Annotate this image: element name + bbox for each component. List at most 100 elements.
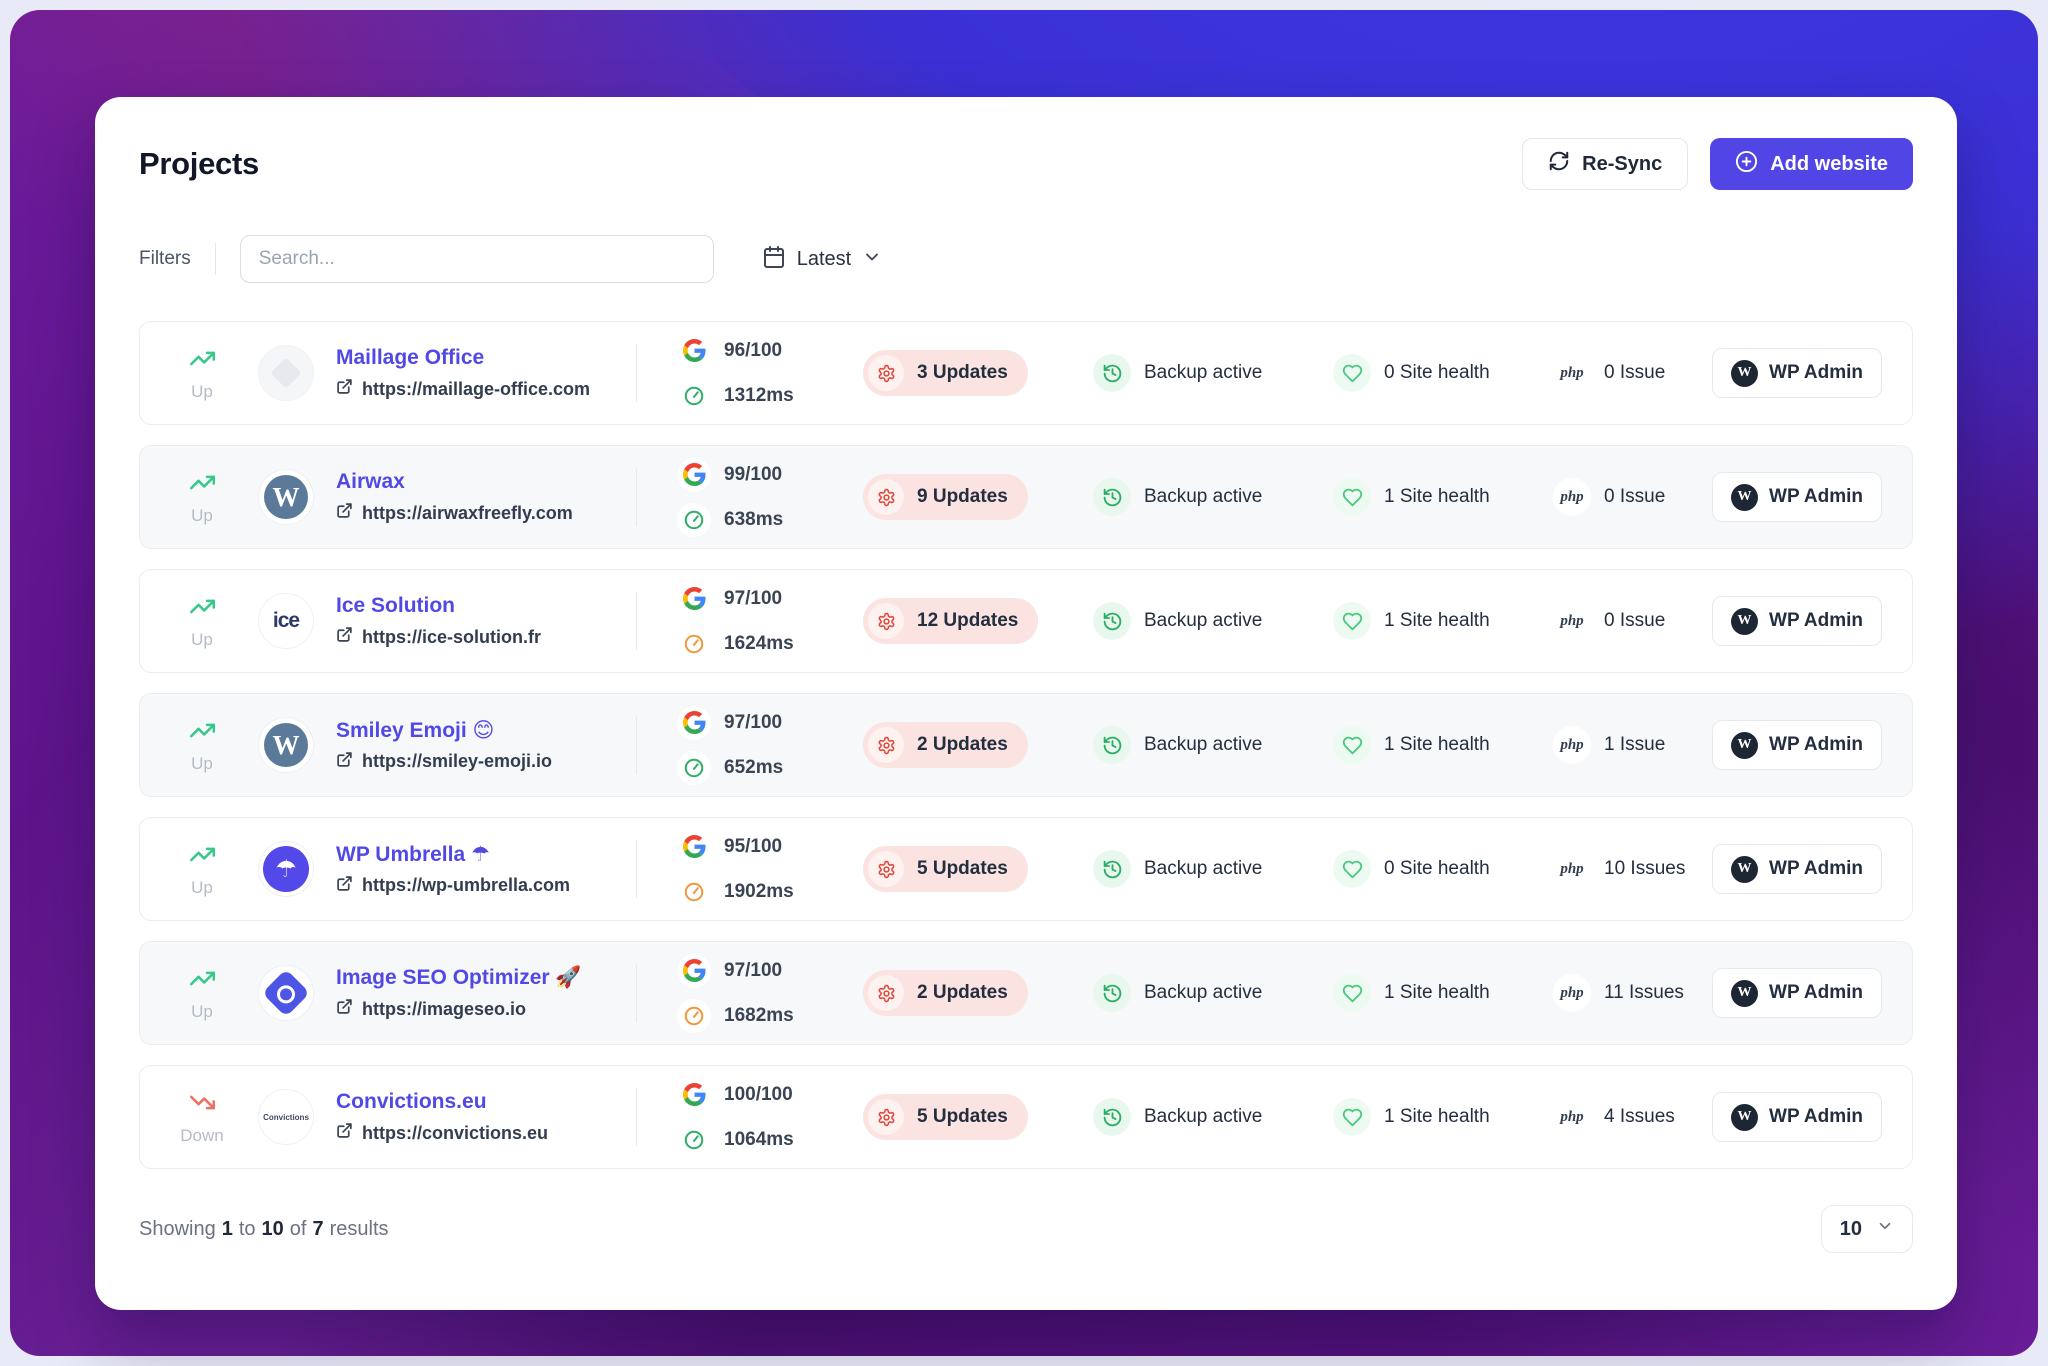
sort-dropdown[interactable]: Latest — [762, 245, 882, 274]
site-health: 1 Site health — [1333, 478, 1513, 516]
uptime-label: Up — [191, 629, 213, 649]
site-url[interactable]: https://maillage-office.com — [336, 378, 636, 400]
php-issues-label: 1 Issue — [1604, 734, 1666, 755]
wp-admin-button[interactable]: W WP Admin — [1712, 720, 1882, 770]
google-icon — [677, 1078, 711, 1112]
project-row[interactable]: Up W Smiley Emoji 😊 https://smiley-emoji… — [139, 693, 1913, 797]
gear-icon — [868, 603, 904, 639]
divider — [636, 964, 637, 1022]
backup-status: Backup active — [1093, 478, 1293, 516]
trending-up-icon — [189, 593, 216, 625]
google-icon — [677, 582, 711, 616]
site-url[interactable]: https://convictions.eu — [336, 1122, 636, 1144]
search-input[interactable] — [239, 235, 714, 283]
project-row[interactable]: Up Image SEO Optimizer 🚀 https://imagese… — [139, 941, 1913, 1045]
site-url[interactable]: https://wp-umbrella.com — [336, 875, 636, 897]
resync-button[interactable]: Re-Sync — [1522, 138, 1689, 190]
site-name-link[interactable]: WP Umbrella ☂ — [336, 842, 490, 866]
performance-metrics: 97/100 1682ms — [677, 953, 827, 1033]
site-url[interactable]: https://ice-solution.fr — [336, 626, 636, 648]
site-name-link[interactable]: Convictions.eu — [336, 1090, 487, 1113]
heart-icon — [1333, 850, 1371, 888]
updates-cell: 12 Updates — [863, 598, 1053, 644]
site-name-link[interactable]: Ice Solution — [336, 594, 456, 617]
response-value: 638ms — [724, 508, 784, 530]
wp-admin-label: WP Admin — [1769, 362, 1863, 383]
page-size-select[interactable]: 10 — [1820, 1205, 1913, 1253]
uptime-status: Up — [170, 593, 234, 650]
updates-cell: 2 Updates — [863, 970, 1053, 1016]
trending-up-icon — [189, 965, 216, 997]
external-link-icon — [336, 626, 353, 648]
site-url[interactable]: https://imageseo.io — [336, 998, 636, 1020]
wp-admin-button[interactable]: W WP Admin — [1712, 472, 1882, 522]
wp-admin-button[interactable]: W WP Admin — [1712, 348, 1882, 398]
site-name-link[interactable]: Image SEO Optimizer 🚀 — [336, 966, 582, 989]
wp-admin-button[interactable]: W WP Admin — [1712, 968, 1882, 1018]
external-link-icon — [336, 998, 353, 1020]
wp-admin-button[interactable]: W WP Admin — [1712, 596, 1882, 646]
updates-cell: 2 Updates — [863, 722, 1053, 768]
wordpress-icon: W — [1731, 979, 1759, 1007]
performance-metrics: 97/100 1624ms — [677, 582, 827, 661]
php-issues-label: 0 Issue — [1604, 486, 1666, 507]
project-row[interactable]: Up ☂ WP Umbrella ☂ https://wp-umbrella.c… — [139, 817, 1913, 921]
updates-badge[interactable]: 2 Updates — [863, 970, 1028, 1016]
pagespeed-score: 97/100 — [677, 705, 827, 740]
updates-badge[interactable]: 2 Updates — [863, 722, 1028, 768]
divider — [636, 716, 637, 774]
site-url[interactable]: https://smiley-emoji.io — [336, 751, 636, 773]
backup-status: Backup active — [1093, 726, 1293, 764]
site-url[interactable]: https://airwaxfreefly.com — [336, 502, 636, 524]
heart-icon — [1333, 478, 1371, 516]
project-row[interactable]: Up W Airwax https://airwaxfreefly.com 99… — [139, 445, 1913, 549]
trending-up-icon — [189, 345, 216, 377]
site-logo: W — [264, 475, 308, 519]
project-row[interactable]: Up Maillage Office https://maillage-offi… — [139, 321, 1913, 425]
site-name-link[interactable]: Airwax — [336, 470, 405, 493]
wp-admin-button[interactable]: W WP Admin — [1712, 844, 1882, 894]
wp-admin-label: WP Admin — [1769, 610, 1863, 631]
site-health: 1 Site health — [1333, 726, 1513, 764]
gear-icon — [868, 1099, 904, 1135]
updates-badge[interactable]: 5 Updates — [863, 1094, 1028, 1140]
updates-badge[interactable]: 3 Updates — [863, 350, 1028, 396]
wp-admin-label: WP Admin — [1769, 858, 1863, 879]
php-icon: php — [1553, 1098, 1591, 1136]
divider — [636, 840, 637, 898]
project-row[interactable]: Up ice Ice Solution https://ice-solution… — [139, 569, 1913, 673]
site-health-label: 1 Site health — [1384, 486, 1490, 507]
gear-icon — [868, 355, 904, 391]
site-logo: ☂ — [263, 846, 309, 892]
wp-admin-button[interactable]: W WP Admin — [1712, 1092, 1882, 1142]
add-website-button[interactable]: Add website — [1710, 138, 1913, 190]
results-summary: Showing 1 to 10 of 7 results — [139, 1217, 389, 1240]
backup-status: Backup active — [1093, 354, 1293, 392]
updates-cell: 9 Updates — [863, 474, 1053, 520]
updates-badge[interactable]: 5 Updates — [863, 846, 1028, 892]
pagespeed-score: 96/100 — [677, 334, 827, 368]
wordpress-icon: W — [1731, 855, 1759, 883]
php-icon: php — [1553, 602, 1591, 640]
updates-badge[interactable]: 12 Updates — [863, 598, 1039, 644]
site-url-text: https://smiley-emoji.io — [362, 751, 553, 771]
updates-count: 2 Updates — [917, 734, 1008, 755]
chevron-down-icon — [862, 247, 882, 272]
site-url-text: https://wp-umbrella.com — [362, 875, 571, 895]
site-name-link[interactable]: Maillage Office — [336, 346, 485, 369]
updates-cell: 3 Updates — [863, 350, 1053, 396]
score-value: 100/100 — [724, 1083, 793, 1105]
project-row[interactable]: Down Convictions Convictions.eu https://… — [139, 1065, 1913, 1169]
site-health: 1 Site health — [1333, 602, 1513, 640]
score-value: 97/100 — [724, 711, 783, 733]
divider — [636, 468, 637, 526]
uptime-status: Up — [170, 469, 234, 526]
site-health-label: 1 Site health — [1384, 734, 1490, 755]
performance-metrics: 95/100 1902ms — [677, 830, 827, 909]
php-issues: php 1 Issue — [1553, 726, 1693, 764]
site-name-link[interactable]: Smiley Emoji 😊 — [336, 718, 495, 742]
performance-metrics: 100/100 1064ms — [677, 1078, 827, 1157]
updates-badge[interactable]: 9 Updates — [863, 474, 1028, 520]
response-time: 1624ms — [677, 627, 827, 661]
backup-history-icon — [1093, 850, 1131, 888]
